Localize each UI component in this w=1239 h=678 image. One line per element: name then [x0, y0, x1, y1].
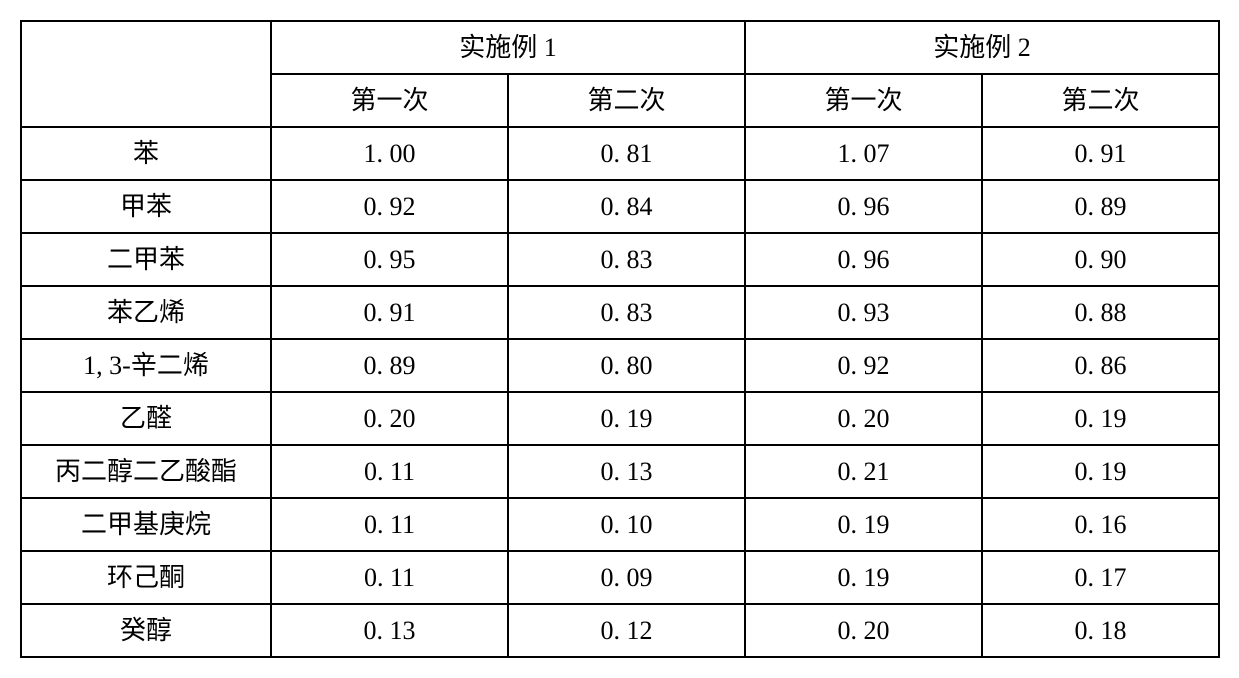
data-cell: 0. 93 [745, 286, 982, 339]
data-cell: 1. 07 [745, 127, 982, 180]
table-row: 环己酮0. 110. 090. 190. 17 [21, 551, 1219, 604]
data-cell: 0. 19 [745, 498, 982, 551]
data-cell: 0. 19 [982, 445, 1219, 498]
data-cell: 0. 11 [271, 445, 508, 498]
data-cell: 0. 09 [508, 551, 745, 604]
table-row: 甲苯0. 920. 840. 960. 89 [21, 180, 1219, 233]
table-row: 乙醛0. 200. 190. 200. 19 [21, 392, 1219, 445]
sub-header: 第一次 [271, 74, 508, 127]
data-cell: 0. 13 [271, 604, 508, 657]
table-body: 苯1. 000. 811. 070. 91甲苯0. 920. 840. 960.… [21, 127, 1219, 657]
corner-cell [21, 21, 271, 127]
data-cell: 0. 18 [982, 604, 1219, 657]
data-cell: 0. 83 [508, 286, 745, 339]
data-cell: 0. 20 [745, 392, 982, 445]
data-cell: 0. 81 [508, 127, 745, 180]
data-cell: 0. 89 [271, 339, 508, 392]
sub-header: 第二次 [508, 74, 745, 127]
data-cell: 0. 21 [745, 445, 982, 498]
data-cell: 0. 86 [982, 339, 1219, 392]
data-cell: 0. 90 [982, 233, 1219, 286]
data-cell: 0. 20 [271, 392, 508, 445]
row-label: 二甲基庚烷 [21, 498, 271, 551]
data-cell: 0. 11 [271, 498, 508, 551]
data-cell: 0. 89 [982, 180, 1219, 233]
group-header-row: 实施例 1 实施例 2 [21, 21, 1219, 74]
data-cell: 0. 19 [745, 551, 982, 604]
data-cell: 0. 11 [271, 551, 508, 604]
data-cell: 0. 92 [271, 180, 508, 233]
sub-header: 第二次 [982, 74, 1219, 127]
row-label: 1, 3-辛二烯 [21, 339, 271, 392]
row-label: 甲苯 [21, 180, 271, 233]
table-header: 实施例 1 实施例 2 第一次 第二次 第一次 第二次 [21, 21, 1219, 127]
row-label: 苯 [21, 127, 271, 180]
data-cell: 0. 88 [982, 286, 1219, 339]
data-cell: 0. 83 [508, 233, 745, 286]
row-label: 乙醛 [21, 392, 271, 445]
data-cell: 0. 91 [271, 286, 508, 339]
table-row: 二甲苯0. 950. 830. 960. 90 [21, 233, 1219, 286]
data-cell: 0. 13 [508, 445, 745, 498]
table-row: 丙二醇二乙酸酯0. 110. 130. 210. 19 [21, 445, 1219, 498]
data-cell: 0. 16 [982, 498, 1219, 551]
row-label: 苯乙烯 [21, 286, 271, 339]
table-row: 二甲基庚烷0. 110. 100. 190. 16 [21, 498, 1219, 551]
table-row: 苯1. 000. 811. 070. 91 [21, 127, 1219, 180]
row-label: 二甲苯 [21, 233, 271, 286]
row-label: 癸醇 [21, 604, 271, 657]
data-cell: 0. 92 [745, 339, 982, 392]
data-cell: 0. 84 [508, 180, 745, 233]
data-cell: 1. 00 [271, 127, 508, 180]
group-header-2: 实施例 2 [745, 21, 1219, 74]
table-row: 癸醇0. 130. 120. 200. 18 [21, 604, 1219, 657]
data-cell: 0. 17 [982, 551, 1219, 604]
data-cell: 0. 96 [745, 233, 982, 286]
data-cell: 0. 20 [745, 604, 982, 657]
data-cell: 0. 91 [982, 127, 1219, 180]
data-cell: 0. 19 [982, 392, 1219, 445]
data-cell: 0. 96 [745, 180, 982, 233]
data-cell: 0. 12 [508, 604, 745, 657]
table-row: 苯乙烯0. 910. 830. 930. 88 [21, 286, 1219, 339]
row-label: 环己酮 [21, 551, 271, 604]
table-row: 1, 3-辛二烯0. 890. 800. 920. 86 [21, 339, 1219, 392]
sub-header: 第一次 [745, 74, 982, 127]
data-table: 实施例 1 实施例 2 第一次 第二次 第一次 第二次 苯1. 000. 811… [20, 20, 1220, 658]
data-cell: 0. 80 [508, 339, 745, 392]
group-header-1: 实施例 1 [271, 21, 745, 74]
data-cell: 0. 95 [271, 233, 508, 286]
row-label: 丙二醇二乙酸酯 [21, 445, 271, 498]
data-cell: 0. 19 [508, 392, 745, 445]
data-cell: 0. 10 [508, 498, 745, 551]
